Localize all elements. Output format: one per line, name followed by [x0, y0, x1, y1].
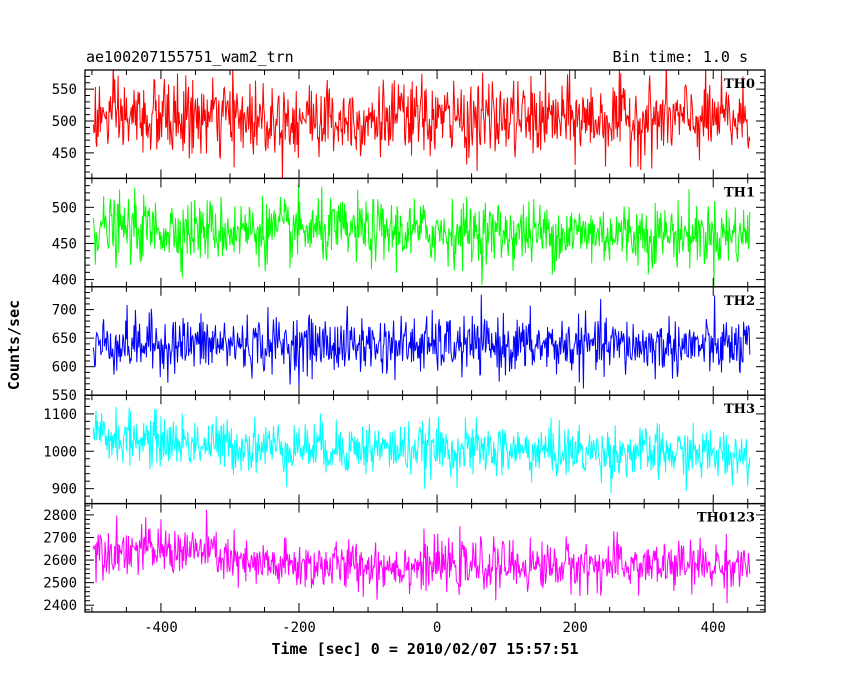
y-tick-label: 1100 [43, 407, 77, 423]
panel-th0123: 2400 2500 2600 2700 2800 TH0123 [43, 502, 766, 614]
y-tick-label: 2600 [43, 553, 77, 569]
chart-title: ae100207155751_wam2_trn [86, 48, 294, 66]
x-tick-label: -200 [282, 620, 316, 636]
y-tick-label: 450 [52, 146, 77, 162]
y-tick-label: 400 [52, 273, 77, 289]
y-tick-label: 550 [52, 388, 77, 404]
panel-label-th1: TH1 [724, 185, 755, 200]
y-tick-label: 550 [52, 82, 77, 98]
y-tick-label: 900 [52, 482, 77, 498]
y-tick-label: 450 [52, 236, 77, 252]
panel-frame [84, 502, 766, 613]
panel-th3: 900 1000 1100 TH3 [43, 394, 766, 505]
y-tick-label: 1000 [43, 444, 77, 460]
bin-time-label: Bin time: 1.0 s [613, 48, 748, 66]
y-axis-label: Counts/sec [5, 300, 23, 390]
panel-th0: 450 500 550 TH0 [52, 69, 766, 180]
panel-label-th0: TH0 [724, 77, 755, 92]
series-line-th1 [92, 185, 751, 287]
y-tick-label: 700 [52, 303, 77, 319]
series-line-th3 [92, 406, 751, 494]
series-line-th0123 [92, 509, 751, 604]
y-tick-label: 2800 [43, 508, 77, 524]
y-tick-label: 650 [52, 331, 77, 347]
panel-label-th0123: TH0123 [697, 511, 755, 526]
panel-th2: 550 600 650 700 TH2 [52, 286, 766, 404]
y-tick-label: 2500 [43, 576, 77, 592]
x-tick-label: -400 [144, 620, 178, 636]
x-axis-label: Time [sec] 0 = 2010/02/07 15:57:51 [271, 640, 578, 658]
x-axis: -400 -200 0 200 400 [144, 620, 726, 636]
panel-label-th2: TH2 [724, 294, 755, 309]
x-tick-label: 200 [563, 620, 588, 636]
panel-label-th3: TH3 [724, 402, 755, 417]
y-tick-label: 2400 [43, 598, 77, 614]
x-tick-label: 400 [701, 620, 726, 636]
y-tick-label: 500 [52, 114, 77, 130]
series-line-th2 [92, 294, 751, 389]
panel-th1: 400 450 500 TH1 [52, 177, 766, 289]
x-tick-label: 0 [433, 620, 441, 636]
y-tick-label: 500 [52, 200, 77, 216]
panels-group: 450 500 550 TH0 400 450 500 TH1 550 600 650 700 TH2 9… [43, 69, 766, 614]
series-line-th0 [92, 70, 751, 179]
y-tick-label: 2700 [43, 530, 77, 546]
y-tick-label: 600 [52, 360, 77, 376]
